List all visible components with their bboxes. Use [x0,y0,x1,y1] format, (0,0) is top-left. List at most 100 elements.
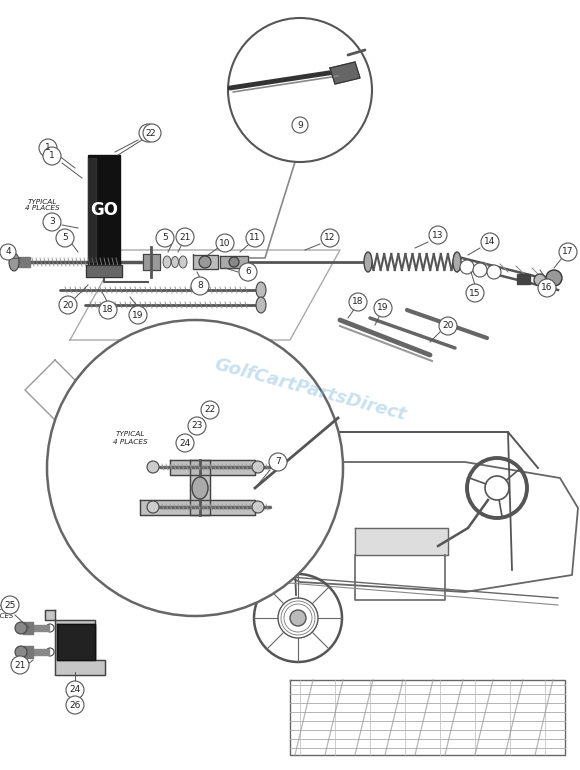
Polygon shape [23,622,33,634]
Text: 18: 18 [102,306,114,314]
Polygon shape [140,500,255,515]
Circle shape [11,656,29,674]
Circle shape [46,624,54,632]
Text: 22: 22 [204,406,216,414]
Circle shape [201,401,219,419]
Circle shape [66,696,84,714]
Ellipse shape [192,477,208,499]
Text: 24: 24 [70,685,81,695]
Circle shape [176,228,194,246]
Ellipse shape [163,256,171,268]
Text: 4: 4 [5,247,11,256]
Circle shape [56,229,74,247]
Text: TYPICAL
4 PLACES: TYPICAL 4 PLACES [0,605,14,618]
Text: TYPICAL
4 PLACES: TYPICAL 4 PLACES [25,199,59,212]
Circle shape [188,417,206,435]
Polygon shape [18,257,30,267]
Circle shape [43,213,61,231]
Circle shape [156,229,174,247]
Text: 19: 19 [377,303,389,313]
Text: 13: 13 [432,230,444,239]
Polygon shape [27,649,49,655]
Text: 1: 1 [49,152,55,160]
Text: 11: 11 [249,233,261,243]
Circle shape [269,453,287,471]
Circle shape [15,646,27,658]
Polygon shape [57,624,95,660]
Circle shape [429,226,447,244]
Circle shape [473,263,487,277]
Polygon shape [193,255,218,269]
Circle shape [43,147,61,165]
Ellipse shape [9,253,19,271]
Ellipse shape [256,282,266,298]
Text: 20: 20 [443,322,454,330]
Circle shape [199,256,211,268]
Polygon shape [190,460,210,515]
Circle shape [228,18,372,162]
Text: 17: 17 [562,247,574,256]
Text: 1: 1 [45,143,51,152]
Polygon shape [517,274,530,284]
Circle shape [534,274,546,286]
Text: 15: 15 [469,289,481,297]
Polygon shape [88,155,120,265]
Text: 26: 26 [70,701,81,709]
Circle shape [481,233,499,251]
Polygon shape [86,265,122,277]
Ellipse shape [172,256,179,267]
Text: GO: GO [90,201,118,219]
Circle shape [1,596,19,614]
Circle shape [559,243,577,261]
Polygon shape [170,460,255,475]
Circle shape [239,263,257,281]
Text: 5: 5 [62,233,68,243]
Text: 2: 2 [145,129,151,138]
Circle shape [292,117,308,133]
Text: 25: 25 [4,601,16,610]
Circle shape [229,257,239,267]
Circle shape [129,306,147,324]
Text: 5: 5 [162,233,168,243]
Circle shape [252,461,264,473]
Text: 20: 20 [62,300,74,310]
Text: 9: 9 [297,120,303,129]
Circle shape [139,124,157,142]
Text: 24: 24 [179,438,191,447]
Text: 16: 16 [541,283,553,293]
Ellipse shape [364,252,372,272]
Text: 2: 2 [149,129,155,138]
Polygon shape [88,158,96,262]
Circle shape [439,317,457,335]
Polygon shape [45,610,105,675]
Circle shape [466,284,484,302]
Text: 19: 19 [132,310,144,320]
Circle shape [15,622,27,634]
Circle shape [216,234,234,252]
Circle shape [99,301,117,319]
Text: TYPICAL
4 PLACES: TYPICAL 4 PLACES [113,431,147,444]
Circle shape [246,229,264,247]
Circle shape [0,244,16,260]
Circle shape [47,320,343,616]
Circle shape [374,299,392,317]
Circle shape [176,434,194,452]
Ellipse shape [453,252,461,272]
Circle shape [252,501,264,513]
Polygon shape [330,62,360,84]
Text: 7: 7 [275,457,281,467]
Circle shape [147,501,159,513]
Text: 14: 14 [484,237,496,246]
Circle shape [487,265,501,279]
Ellipse shape [256,297,266,313]
Circle shape [290,610,306,626]
Circle shape [66,681,84,699]
Text: 21: 21 [14,661,26,669]
Circle shape [321,229,339,247]
Polygon shape [355,528,448,555]
Text: 21: 21 [179,233,191,242]
Circle shape [39,139,57,157]
Circle shape [143,124,161,142]
Circle shape [191,277,209,295]
Circle shape [349,293,367,311]
